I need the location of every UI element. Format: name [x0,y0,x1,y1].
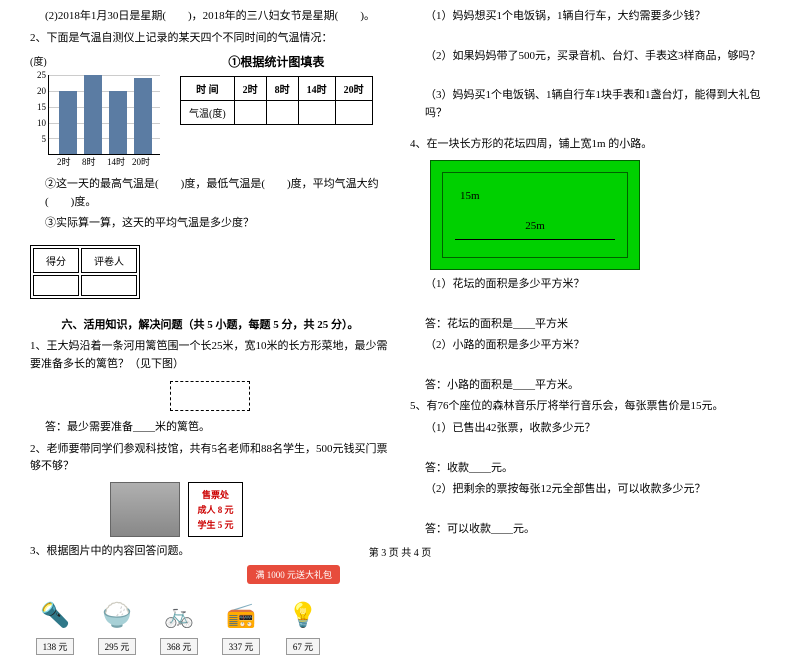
item-price: 138 元 [36,638,75,655]
chart-bar [84,75,102,154]
product-item: 📻 337 元 [216,596,266,655]
lamp-icon: 💡 [278,596,328,636]
q6-1-ans: 答：最少需要准备____米的篱笆。 [30,419,390,437]
stats-header-cell: 8时 [266,77,298,101]
x-tick: 2时 [57,155,71,168]
x-tick: 20时 [132,155,150,168]
ticket-adult: 成人 8 元 [197,503,233,516]
right-column: （1）妈妈想买1个电饭锅，1辆自行车，大约需要多少钱？ （2）如果妈妈带了500… [410,8,770,663]
garden-inner [442,172,628,258]
ticket-photo-icon [110,482,180,537]
q5-1-ans: 答：收款____元。 [410,460,770,478]
q2-3: ③实际算一算，这天的平均气温是多少度？ [30,215,390,233]
grader-label: 评卷人 [81,248,137,273]
item-price: 67 元 [286,638,320,655]
item-price: 368 元 [160,638,199,655]
flashlight-icon: 🔦 [30,596,80,636]
dashed-rect-diagram [170,381,250,411]
ricecooker-icon: 🍚 [92,596,142,636]
q5-1: （1）已售出42张票，收款多少元？ [410,420,770,438]
product-item: 💡 67 元 [278,596,328,655]
score-box: 得分评卷人 [30,245,140,299]
item-price: 295 元 [98,638,137,655]
y-tick: 15 [37,102,46,112]
q5-intro: 5、有76个座位的森林音乐厅将举行音乐会，每张票售价是15元。 [410,398,770,416]
y-tick: 5 [42,134,47,144]
q3-2: （2）如果妈妈带了500元，买录音机、台灯、手表这3样商品，够吗？ [410,48,770,66]
bar-chart: 25 20 15 10 5 2时8时14时20时 [30,70,160,170]
y-tick: 20 [37,86,46,96]
ticket-box: 售票处 成人 8 元 学生 5 元 [110,482,390,537]
garden-height-label: 15m [460,190,480,202]
q2-intro: 2、下面是气温自测仪上记录的某天四个不同时间的气温情况： [30,30,390,48]
q5-2: （2）把剩余的票按每张12元全部售出，可以收款多少元？ [410,481,770,499]
chart-bar [109,91,127,154]
q3-1: （1）妈妈想买1个电饭锅，1辆自行车，大约需要多少钱？ [410,8,770,26]
ticket-sign: 售票处 成人 8 元 学生 5 元 [188,482,243,537]
garden-width-label: 25m [525,220,545,232]
chart-bar [134,78,152,154]
stats-header-cell: 2时 [234,77,266,101]
q4-2: （2）小路的面积是多少平方米？ [410,337,770,355]
left-column: (2)2018年1月30日是星期( )，2018年的三八妇女节是星期( )。 2… [30,8,390,663]
q6-2: 2、老师要带同学们参观科技馆，共有5名老师和88名学生，500元钱买门票够不够？ [30,441,390,476]
stats-header-cell: 20时 [335,77,372,101]
y-tick: 10 [37,118,46,128]
chart-bar [59,91,77,154]
stats-table-wrapper: ①根据统计图填表 时 间2时8时14时20时 气温(度) [180,53,373,125]
stats-table: 时 间2时8时14时20时 气温(度) [180,76,373,125]
q1-2-text: (2)2018年1月30日是星期( )，2018年的三八妇女节是星期( )。 [30,8,390,26]
items-row: 🔦 138 元 🍚 295 元 🚲 368 元 📻 337 元 💡 67 元 [30,596,390,655]
page-footer: 第 3 页 共 4 页 [0,544,800,559]
q3-3: （3）妈妈买1个电饭锅、1辆自行车1块手表和1盏台灯，能得到大礼包吗？ [410,87,770,122]
promo-tag: 满 1000 元送大礼包 [247,565,340,584]
product-item: 🚲 368 元 [154,596,204,655]
garden-diagram: 15m 25m [430,160,640,270]
x-tick: 8时 [82,155,96,168]
ticket-student: 学生 5 元 [197,518,233,531]
bar-chart-wrapper: (度) 25 20 15 10 5 [30,53,160,170]
stats-header-cell: 14时 [298,77,335,101]
y-tick: 25 [37,70,46,80]
section6-title: 六、活用知识，解决问题（共 5 小题，每题 5 分，共 25 分）。 [30,316,390,332]
q2-2: ②这一天的最高气温是( )度，最低气温是( )度，平均气温大约( )度。 [30,176,390,211]
q4-1-ans: 答：花坛的面积是____平方米 [410,316,770,334]
bicycle-icon: 🚲 [154,596,204,636]
stats-title: ①根据统计图填表 [180,53,373,70]
product-item: 🔦 138 元 [30,596,80,655]
q6-1: 1、王大妈沿着一条河用篱笆围一个长25米，宽10米的长方形菜地，最少需要准备多长… [30,338,390,373]
plot-area: 2时8时14时20时 [48,75,160,155]
y-axis-title: (度) [30,53,160,68]
radio-icon: 📻 [216,596,266,636]
item-price: 337 元 [222,638,261,655]
y-axis: 25 20 15 10 5 [30,70,48,155]
q4-1: （1）花坛的面积是多少平方米？ [410,276,770,294]
q4-intro: 4、在一块长方形的花坛四周，铺上宽1m 的小路。 [410,136,770,154]
x-tick: 14时 [107,155,125,168]
product-item: 🍚 295 元 [92,596,142,655]
stats-row-label: 气温(度) [181,101,235,125]
chart-area: (度) 25 20 15 10 5 [30,53,390,170]
q5-2-ans: 答：可以收款____元。 [410,521,770,539]
ticket-title: 售票处 [202,488,229,501]
q4-2-ans: 答：小路的面积是____平方米。 [410,377,770,395]
stats-header-cell: 时 间 [181,77,235,101]
score-label: 得分 [33,248,79,273]
